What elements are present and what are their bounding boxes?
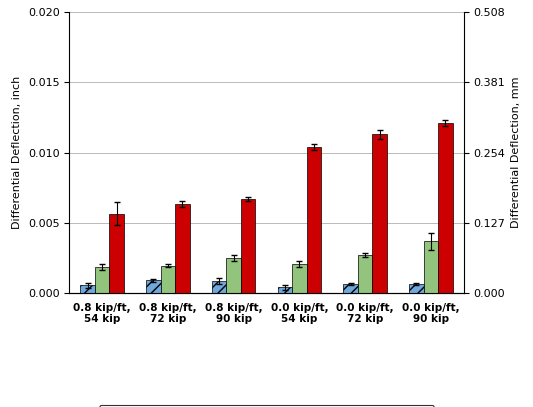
Bar xyxy=(227,258,241,293)
Bar xyxy=(409,284,424,293)
Bar xyxy=(175,204,190,293)
Y-axis label: Differential Deflection, mm: Differential Deflection, mm xyxy=(511,77,521,228)
Bar xyxy=(424,241,438,293)
Bar xyxy=(95,267,109,293)
Bar xyxy=(292,264,306,293)
Bar xyxy=(146,280,160,293)
Bar xyxy=(306,147,321,293)
Bar xyxy=(212,281,227,293)
Bar xyxy=(80,285,95,293)
Bar xyxy=(438,123,453,293)
Bar xyxy=(109,214,124,293)
Bar xyxy=(373,134,387,293)
Bar xyxy=(241,199,255,293)
Legend: Uncracked, Partially Cracked, Fully Cracked: Uncracked, Partially Cracked, Fully Crac… xyxy=(99,405,434,407)
Bar xyxy=(358,255,373,293)
Bar xyxy=(278,287,292,293)
Bar xyxy=(343,284,358,293)
Bar xyxy=(160,266,175,293)
Y-axis label: Differential Deflection, inch: Differential Deflection, inch xyxy=(12,76,22,229)
